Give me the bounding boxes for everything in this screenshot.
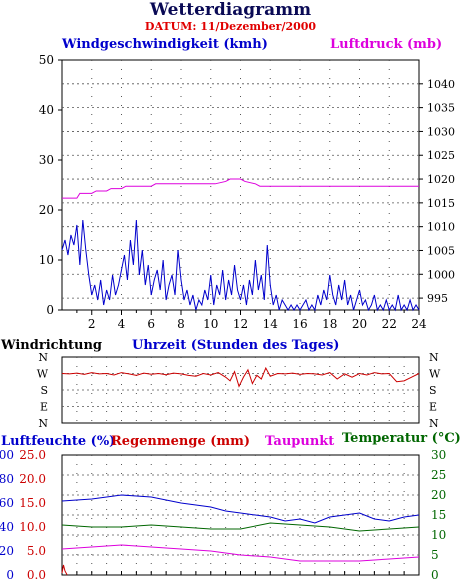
temperature-tick-label: 15 — [431, 508, 446, 522]
rain-tick-label: 20.0 — [19, 472, 46, 486]
direction-tick-label: E — [40, 401, 48, 414]
x-tick-label: 24 — [411, 317, 427, 331]
wind-tick-label: 20 — [39, 203, 54, 217]
direction-tick-label-right: N — [429, 417, 439, 430]
wind-speed-line — [61, 219, 420, 312]
wind-direction-line — [61, 366, 420, 388]
x-tick-label: 10 — [203, 317, 218, 331]
rain-line — [61, 564, 68, 576]
humidity-tick-label: 100 — [0, 448, 14, 462]
direction-tick-label: W — [37, 368, 49, 381]
pressure-tick-label: 1015 — [427, 197, 455, 210]
rain-tick-label: 15.0 — [19, 496, 46, 510]
pressure-tick-label: 1040 — [427, 78, 455, 91]
humidity-tick-label: 80 — [0, 472, 14, 486]
x-tick-label: 12 — [233, 317, 248, 331]
x-tick-label: 8 — [177, 317, 185, 331]
pressure-tick-label: 1005 — [427, 244, 455, 257]
time-axis-label: Uhrzeit (Stunden des Tages) — [132, 338, 340, 353]
dewpoint-label: Taupunkt — [265, 434, 335, 449]
dewpoint-line — [61, 544, 420, 562]
rain-tick-label: 0.0 — [27, 568, 46, 582]
x-tick-label: 6 — [147, 317, 155, 331]
x-tick-label: 2 — [88, 317, 96, 331]
wind-tick-label: 50 — [39, 53, 54, 67]
wind-tick-label: 40 — [39, 103, 54, 117]
x-tick-label: 20 — [352, 317, 367, 331]
rain-tick-label: 5.0 — [27, 544, 46, 558]
direction-tick-label: N — [38, 417, 48, 430]
pressure-label: Luftdruck (mb) — [330, 37, 443, 52]
humidity-tick-label: 20 — [0, 544, 14, 558]
humidity-tick-label: 40 — [0, 520, 14, 534]
temperature-tick-label: 20 — [431, 488, 446, 502]
x-tick-label: 16 — [292, 317, 307, 331]
rain-tick-label: 25.0 — [19, 448, 46, 462]
wind-tick-label: 0 — [46, 303, 54, 317]
temperature-line — [61, 494, 420, 524]
x-tick-label: 4 — [118, 317, 126, 331]
wind-tick-label: 10 — [39, 253, 54, 267]
temperature-tick-label: 25 — [431, 468, 446, 482]
x-tick-label: 22 — [382, 317, 397, 331]
temperature-label: Temperatur (°C) — [342, 431, 461, 446]
humidity-tick-label: 60 — [0, 496, 14, 510]
pressure-line — [62, 178, 419, 199]
temperature-tick-label: 30 — [431, 448, 446, 462]
x-tick-label: 18 — [322, 317, 337, 331]
pressure-tick-label: 1035 — [427, 102, 455, 115]
wind-tick-label: 30 — [39, 153, 54, 167]
temperature-tick-label: 10 — [431, 528, 446, 542]
direction-tick-label-right: E — [429, 401, 437, 414]
direction-tick-label: N — [38, 351, 48, 364]
temperature-tick-label: 0 — [431, 568, 439, 582]
pressure-tick-label: 1010 — [427, 221, 455, 234]
direction-tick-label-right: N — [429, 351, 439, 364]
x-tick-label: 14 — [263, 317, 279, 331]
humidity-label: Luftfeuchte (%) — [1, 434, 116, 449]
pressure-tick-label: 1000 — [427, 268, 455, 281]
top-panel-frame — [61, 59, 420, 311]
chart-title: Wetterdiagramm — [149, 0, 312, 20]
chart-date: DATUM: 11/Dezember/2000 — [144, 20, 317, 33]
temperature-tick-label: 5 — [431, 548, 439, 562]
pressure-tick-label: 1030 — [427, 125, 455, 138]
pressure-tick-label: 1020 — [427, 173, 455, 186]
humidity-tick-label: 0 — [6, 568, 14, 582]
wind-direction-label: Windrichtung — [1, 338, 103, 353]
direction-tick-label-right: W — [429, 368, 441, 381]
pressure-tick-label: 995 — [427, 292, 448, 305]
humidity-line — [61, 522, 420, 532]
wind-speed-label: Windgeschwindigkeit (kmh) — [62, 37, 268, 52]
rain-tick-label: 10.0 — [19, 520, 46, 534]
direction-tick-label-right: S — [429, 384, 437, 397]
direction-tick-label: S — [40, 384, 48, 397]
pressure-tick-label: 1025 — [427, 149, 455, 162]
rain-label: Regenmenge (mm) — [111, 434, 251, 449]
